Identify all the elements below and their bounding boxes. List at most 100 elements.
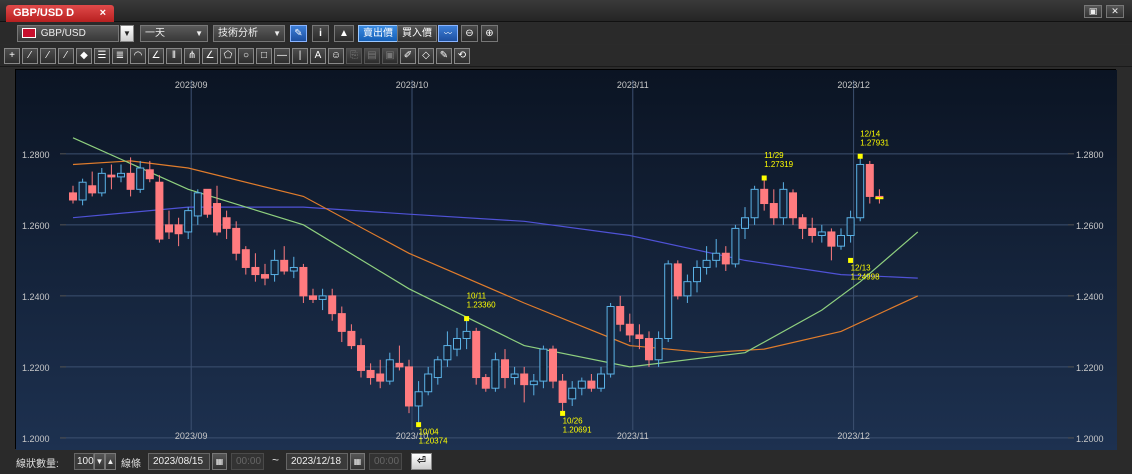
extended-line-tool-icon[interactable]: ⁄ [58,48,74,64]
close-window-button[interactable]: ✕ [1106,5,1124,18]
layers-tool-icon[interactable]: ▤ [364,48,380,64]
y-tick-label-left: 1.2200 [22,363,50,373]
calendar-icon[interactable]: ▦ [350,453,365,470]
zoom-out-icon[interactable]: ⊖ [461,25,478,42]
pentagon-tool-icon[interactable]: ⬠ [220,48,236,64]
candle-body-up [97,172,106,194]
candle-body-down [789,192,797,219]
settings-tool-icon[interactable]: ✎ [436,48,452,64]
symbol-select[interactable]: GBP/USD [17,25,119,42]
line-tool-icon[interactable]: ⁄ [22,48,38,64]
annotation-marker [857,153,863,159]
ray-tool-icon[interactable]: ⁄ [40,48,56,64]
annotation-value: 1.27931 [860,138,889,147]
zoom-in-icon[interactable]: ⊕ [481,25,498,42]
candle-body-up [117,172,125,178]
candle-body-up [78,181,87,201]
x-tick-label-bottom: 2023/12 [837,431,870,441]
icon-tool-icon[interactable]: ☺ [328,48,344,64]
candle-body-down [645,337,653,361]
magnet-tool-icon[interactable]: ⟲ [454,48,470,64]
candle-body-up [731,227,740,265]
count-label: 線狀數量: [16,459,59,470]
annotations: 10/041.20374 10/111.23360 10/261.20691 11/2… [416,129,890,446]
candle-body-up [193,192,202,217]
calendar-icon[interactable]: ▦ [212,453,227,470]
fan-tool-icon[interactable]: ◠ [130,48,146,64]
start-time-input[interactable]: 00:00 [231,453,264,470]
candle-body-down [635,334,644,339]
y-tick-label-right: 1.2800 [1076,150,1104,160]
annotation-value: 1.27319 [764,160,793,169]
candle-body-down [558,380,567,403]
candle-body-down [808,227,817,236]
candle-body-down [261,274,269,279]
annotation-marker [464,316,470,322]
candle-body-up [424,373,433,393]
annotation-value: 1.20691 [563,425,592,434]
candle-body-up [817,231,826,236]
properties-tool-icon[interactable]: ✐ [400,48,416,64]
chart-area[interactable]: 1.2000 1.2000 1.2200 1.2200 1.2400 1.2400 1.26… [15,69,1117,450]
polygon-tool-icon[interactable]: ∠ [202,48,218,64]
start-date-input[interactable]: 2023/08/15 [148,453,210,470]
candle-body-up [702,259,711,268]
horizontal-lines-tool-icon[interactable]: ☰ [94,48,110,64]
ruler-tool-icon[interactable]: ◆ [76,48,92,64]
candle-body-up [683,281,692,297]
chart-type-icon[interactable]: 〰 [438,25,458,42]
chart-tab[interactable]: GBP/USD D × [6,5,114,22]
end-time-input[interactable]: 00:00 [369,453,402,470]
restore-window-button[interactable]: ▣ [1084,5,1102,18]
pitchfork-tool-icon[interactable]: ⋔ [184,48,200,64]
candle-body-up [577,380,586,389]
candle-body-down [520,373,529,386]
candle-body-down [155,181,164,240]
candle-body-down [145,169,154,180]
symbol-dropdown-arrow[interactable]: ▼ [120,25,134,42]
technical-analysis-menu[interactable]: 技術分析 ▼ [213,25,285,42]
candle-body-up [414,391,423,407]
mountain-chart-icon[interactable]: ▲ [334,25,354,42]
lock-tool-icon[interactable]: ▣ [382,48,398,64]
info-button[interactable]: i [312,25,329,42]
candles [69,156,884,425]
timeframe-select[interactable]: 一天 ▼ [140,25,208,42]
tab-title: GBP/USD D [13,7,75,19]
x-tick-label-top: 2023/12 [837,80,870,90]
candle-body-up [750,188,759,219]
candle-body-up [606,306,615,375]
apply-range-button[interactable]: ⏎ [411,453,432,470]
pencil-icon[interactable]: ✎ [290,25,307,42]
x-tick-label-bottom: 2023/09 [175,431,208,441]
count-down-icon[interactable]: ▼ [94,453,105,470]
ask-price-toggle[interactable]: 買入價 [397,25,437,42]
annotation-value: 1.24998 [851,272,880,281]
vertical-line-tool-icon[interactable]: | [292,48,308,64]
candle-body-down [673,263,682,297]
angle-tool-icon[interactable]: ∠ [148,48,164,64]
horizontal-line-tool-icon[interactable]: — [274,48,290,64]
channel-tool-icon[interactable]: ≣ [112,48,128,64]
gann-tool-icon[interactable]: ‖ [166,48,182,64]
annotation-marker [761,175,767,181]
eraser-tool-icon[interactable]: ◇ [418,48,434,64]
end-date-input[interactable]: 2023/12/18 [286,453,348,470]
bid-price-toggle[interactable]: 賣出價 [358,25,398,42]
x-tick-label-top: 2023/10 [396,80,429,90]
candle-body-down [299,266,308,297]
candlestick-chart[interactable]: 1.2000 1.2000 1.2200 1.2200 1.2400 1.2400 1.26… [16,70,1117,450]
candle-body-up [318,295,327,300]
count-up-icon[interactable]: ▲ [105,453,116,470]
annotation-date: 10/04 [419,428,440,437]
rectangle-tool-icon[interactable]: □ [256,48,272,64]
text-tool-icon[interactable]: A [310,48,326,64]
crosshair-tool-icon[interactable]: + [4,48,20,64]
info-icon: i [319,28,322,39]
candle-body-down [721,252,730,265]
copy-tool-icon[interactable]: ⎘ [346,48,362,64]
count-input[interactable]: 100 [74,453,94,470]
tab-close-icon[interactable]: × [99,7,106,19]
candle-body-down [165,224,173,233]
circle-tool-icon[interactable]: ○ [238,48,254,64]
